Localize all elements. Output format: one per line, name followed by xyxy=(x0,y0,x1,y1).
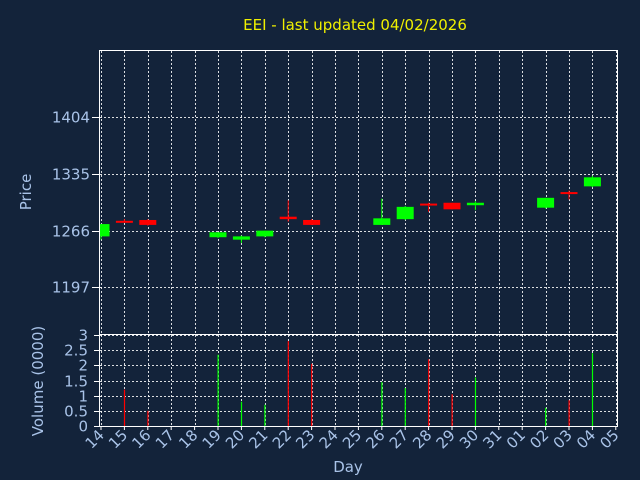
candle xyxy=(279,200,297,222)
candle-body xyxy=(537,197,555,208)
candle-body xyxy=(100,224,110,237)
x-tick-label: 28 xyxy=(409,426,435,452)
candle-body xyxy=(443,202,461,210)
x-tick-label: 16 xyxy=(128,426,154,452)
x-tick-label: 03 xyxy=(550,426,576,452)
candle-body xyxy=(139,219,157,225)
volume-bar xyxy=(591,353,594,426)
candle-body xyxy=(256,230,274,237)
volume-bar xyxy=(147,410,149,426)
x-tick-label: 20 xyxy=(222,426,248,452)
candle xyxy=(560,190,578,200)
candle xyxy=(139,219,157,226)
volume-bar xyxy=(240,401,243,426)
candle-body xyxy=(279,216,297,220)
volume-bar xyxy=(311,363,313,426)
candle-body xyxy=(420,203,438,206)
price-tick-label: 1335 xyxy=(52,166,90,184)
x-tick-label: 23 xyxy=(292,426,318,452)
volume-bar xyxy=(568,400,570,426)
x-tick-label: 17 xyxy=(152,426,178,452)
price-panel: 1197 1266 1335 1404 Price xyxy=(17,50,618,335)
x-tick-label: 18 xyxy=(175,426,201,452)
x-tick-label: 27 xyxy=(386,426,412,452)
candle-body xyxy=(373,218,391,225)
candle-body xyxy=(303,219,321,225)
candle xyxy=(115,219,133,223)
x-tick-label: 25 xyxy=(339,426,365,452)
x-tick-label: 21 xyxy=(245,426,271,452)
x-tick-label: 05 xyxy=(596,426,622,452)
x-tick-label: 04 xyxy=(573,426,599,452)
candle-body xyxy=(560,192,578,195)
volume-panel: 00.511.522.53 Volume (0000) xyxy=(29,326,618,436)
volume-series xyxy=(123,341,594,426)
candlestick-series xyxy=(100,175,601,243)
price-grid xyxy=(100,51,617,334)
price-tick-label: 1266 xyxy=(52,223,90,241)
volume-bar xyxy=(287,341,289,426)
price-axis-label: Price xyxy=(17,174,35,211)
volume-tick-label: 0 xyxy=(78,418,88,436)
candle-body xyxy=(396,206,414,220)
volume-bar xyxy=(428,359,430,426)
volume-bar xyxy=(451,394,453,426)
volume-tick-label: 1.5 xyxy=(64,373,88,391)
volume-bar xyxy=(123,389,126,426)
volume-axis-label: Volume (0000) xyxy=(29,326,47,436)
candle-body xyxy=(115,220,133,223)
price-y-axis: 1197 1266 1335 1404 xyxy=(52,109,100,297)
candle xyxy=(443,202,461,210)
candle xyxy=(232,235,250,243)
candle xyxy=(256,230,274,238)
volume-bar xyxy=(381,382,383,426)
volume-tick-label: 2.5 xyxy=(64,342,88,360)
x-axis: 1415161718192021222324252627282930310102… xyxy=(82,426,623,452)
price-tick-label: 1404 xyxy=(52,109,90,127)
volume-grid xyxy=(100,335,617,427)
volume-bar xyxy=(404,388,406,426)
volume-bar xyxy=(217,354,219,426)
volume-y-axis: 00.511.522.53 xyxy=(64,327,100,436)
x-tick-label: 22 xyxy=(269,426,295,452)
volume-bar xyxy=(545,407,547,426)
candle-body xyxy=(583,177,601,187)
candle xyxy=(537,197,555,209)
x-tick-label: 26 xyxy=(362,426,388,452)
price-tick-label: 1197 xyxy=(52,279,90,297)
chart-title: EEI - last updated 04/02/2026 xyxy=(243,16,467,34)
candle xyxy=(100,224,110,240)
candle-body xyxy=(466,202,484,206)
x-tick-label: 30 xyxy=(456,426,482,452)
candle xyxy=(209,232,227,239)
candle-body xyxy=(232,236,250,240)
volume-tick-label: 0.5 xyxy=(64,403,88,421)
volume-bar xyxy=(264,404,266,426)
x-tick-label: 01 xyxy=(503,426,529,452)
volume-tick-label: 1 xyxy=(78,388,88,406)
candle xyxy=(466,201,484,211)
candle xyxy=(303,219,321,225)
x-tick-label: 31 xyxy=(479,426,505,452)
candle xyxy=(583,175,601,188)
volume-bar xyxy=(474,377,477,426)
candle-body xyxy=(209,232,227,238)
x-tick-label: 02 xyxy=(526,426,552,452)
x-tick-label: 15 xyxy=(105,426,131,452)
volume-tick-label: 2 xyxy=(78,357,88,375)
x-tick-label: 19 xyxy=(199,426,225,452)
x-axis-label: Day xyxy=(333,458,363,476)
x-tick-label: 29 xyxy=(433,426,459,452)
candle xyxy=(396,206,414,220)
candle xyxy=(420,202,438,212)
volume-tick-label: 3 xyxy=(78,327,88,345)
x-tick-label: 24 xyxy=(316,426,342,452)
candle xyxy=(373,198,391,225)
